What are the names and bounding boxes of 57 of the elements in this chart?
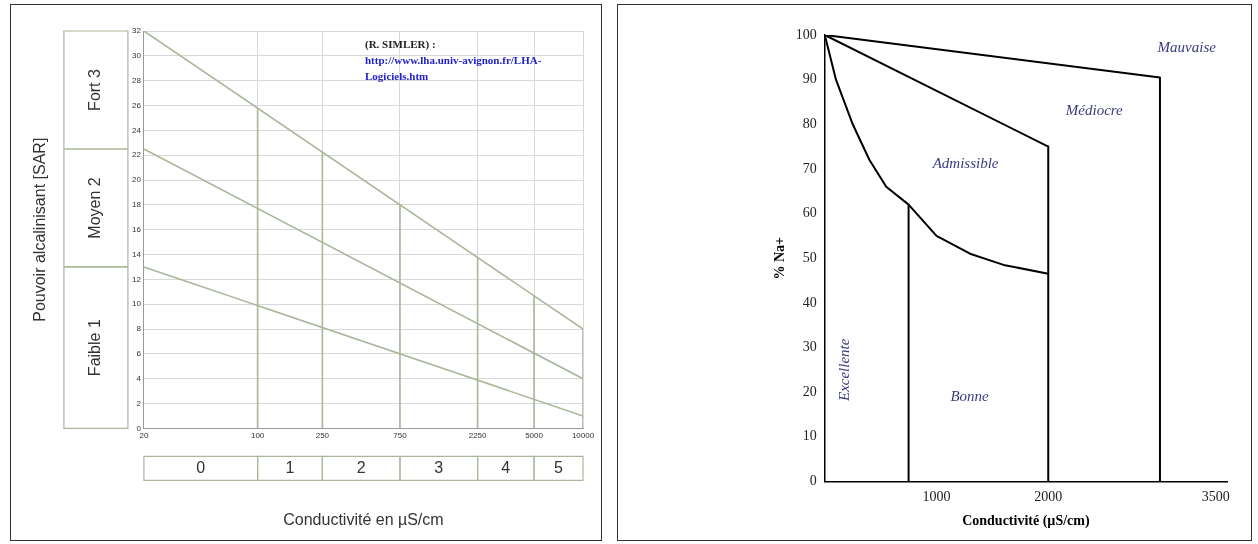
y-tick-label: 22 <box>131 150 142 160</box>
x-tick-label: 2250 <box>468 431 488 441</box>
x-tick-label: 5000 <box>525 431 544 441</box>
y-tick-label: 90 <box>802 71 817 87</box>
annotation: Bonne <box>950 387 990 404</box>
text: Fort 3 <box>86 69 104 111</box>
x-tick-label: 2000 <box>1034 489 1063 505</box>
annotation: Mauvaise <box>1156 39 1217 56</box>
text: 4 <box>501 458 511 476</box>
x-tick-label: 3500 <box>1201 489 1230 505</box>
x-tick-label: 1000 <box>922 489 951 505</box>
y-tick-label: 6 <box>136 349 142 359</box>
y-axis-title: % Na+ <box>772 236 788 280</box>
y-tick-label: 32 <box>131 26 142 36</box>
y-tick-label: 12 <box>131 274 142 284</box>
y-tick-label: 10 <box>802 428 817 444</box>
y-tick-label: 0 <box>136 423 142 433</box>
y-tick-label: 18 <box>131 200 142 210</box>
y-tick-label: 0 <box>809 473 817 489</box>
text: 1 <box>285 458 295 476</box>
y-tick-label: 80 <box>802 115 817 131</box>
y-tick-label: 8 <box>136 324 142 334</box>
annotation: Admissible <box>931 155 999 172</box>
x-axis-title: Conductivité (µS/cm) <box>962 513 1090 530</box>
annotation: http://www.lha.univ-avignon.fr/LHA-Logiciels.htm <box>365 53 542 82</box>
y-tick-label: 30 <box>131 51 142 61</box>
y-tick-label: 70 <box>802 160 817 176</box>
x-tick-label: 250 <box>315 431 330 441</box>
text: 5 <box>554 458 564 476</box>
y-tick-label: 60 <box>802 205 817 221</box>
y-tick-label: 30 <box>802 339 817 355</box>
y-tick-label: 26 <box>131 100 142 110</box>
text: 2 <box>356 458 366 476</box>
x-tick-label: 10000 <box>571 431 595 441</box>
x-axis-title: Conductivité en µS/cm <box>283 510 444 528</box>
y-tick-label: 10 <box>131 299 142 309</box>
text: Moyen 2 <box>86 177 104 239</box>
annotation: (R. SIMLER) : <box>365 37 436 51</box>
y-tick-label: 14 <box>131 249 142 259</box>
x-tick-label: 100 <box>250 431 265 441</box>
y-tick-label: 20 <box>131 175 142 185</box>
annotation: Excellente <box>835 338 852 403</box>
y-tick-label: 16 <box>131 224 142 234</box>
y-tick-label: 20 <box>802 383 817 399</box>
x-tick-label: 750 <box>393 431 408 441</box>
y-tick-label: 2 <box>136 398 142 408</box>
y-tick-label: 24 <box>131 125 142 135</box>
y-tick-label: 50 <box>802 249 817 265</box>
y-tick-label: 4 <box>136 373 142 383</box>
y-axis-title: Pouvoir alcalinisant [SAR] <box>31 137 49 322</box>
text: 0 <box>196 458 206 476</box>
text: 3 <box>434 458 444 476</box>
y-tick-label: 28 <box>131 75 142 85</box>
y-tick-label: 40 <box>802 294 817 310</box>
y-tick-label: 100 <box>795 26 817 42</box>
annotation: Médiocre <box>1064 101 1124 118</box>
text: Faible 1 <box>86 319 104 377</box>
